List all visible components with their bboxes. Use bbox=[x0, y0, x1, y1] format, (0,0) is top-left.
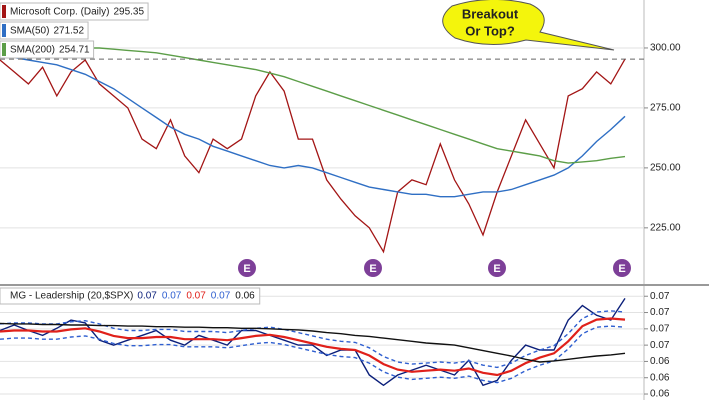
y-tick-label: 250.00 bbox=[650, 163, 681, 174]
y-tick-label: 0.06 bbox=[650, 356, 670, 367]
earnings-marker bbox=[364, 259, 382, 277]
y-tick-label: 0.07 bbox=[650, 340, 670, 351]
legend-value: 254.71 bbox=[59, 45, 90, 56]
earnings-marker bbox=[238, 259, 256, 277]
legend-value: 271.52 bbox=[53, 26, 84, 37]
legend-entry: SMA(50) 271.52 bbox=[0, 21, 89, 40]
series-line bbox=[0, 298, 626, 387]
series-line bbox=[0, 317, 626, 377]
y-tick-label: 225.00 bbox=[650, 222, 681, 233]
y-tick-label: 0.07 bbox=[650, 307, 670, 318]
indicator-readout: 0.07 bbox=[162, 291, 182, 302]
callout-text: Breakout bbox=[462, 6, 519, 21]
earnings-label: E bbox=[618, 263, 625, 275]
series-line bbox=[0, 54, 626, 198]
y-tick-label: 0.07 bbox=[650, 323, 670, 334]
callout: Breakout Or Top? bbox=[442, 0, 615, 51]
series-line bbox=[0, 47, 626, 164]
series-line bbox=[0, 58, 626, 254]
indicator-readout: 0.07 bbox=[137, 291, 157, 302]
earnings-marker bbox=[613, 259, 631, 277]
indicator-readout: 0.07 bbox=[211, 291, 231, 302]
earnings-marker bbox=[488, 259, 506, 277]
series-line bbox=[0, 325, 626, 384]
legend-swatch bbox=[2, 24, 6, 37]
y-tick-label: 275.00 bbox=[650, 103, 681, 114]
legend-label: SMA(50) bbox=[10, 26, 49, 37]
legend-label: SMA(200) bbox=[10, 45, 55, 56]
y-tick-label: 0.06 bbox=[650, 389, 670, 400]
callout-bubble bbox=[442, 0, 615, 51]
legend-value: 295.35 bbox=[113, 7, 144, 18]
earnings-label: E bbox=[369, 263, 376, 275]
y-tick-label: 0.07 bbox=[650, 291, 670, 302]
y-tick-label: 300.00 bbox=[650, 43, 681, 54]
legend-swatch bbox=[2, 5, 6, 18]
series-line bbox=[0, 322, 626, 363]
legend-box bbox=[0, 21, 89, 40]
indicator-readout: 0.07 bbox=[186, 291, 206, 302]
indicator-readout: 0.06 bbox=[235, 291, 255, 302]
indicator-legend: MG - Leadership (20,$SPX) 0.07 0.07 0.07 0.0… bbox=[0, 287, 261, 305]
indicator-title: MG - Leadership (20,$SPX) bbox=[10, 291, 133, 302]
legend-entry: Microsoft Corp. (Daily) 295.35 bbox=[0, 2, 149, 21]
earnings-label: E bbox=[243, 263, 250, 275]
legend-box bbox=[0, 287, 261, 305]
y-tick-label: 0.06 bbox=[650, 372, 670, 383]
legend-box bbox=[0, 40, 95, 59]
legend-label: Microsoft Corp. (Daily) bbox=[10, 7, 109, 18]
earnings-label: E bbox=[493, 263, 500, 275]
legend-entry: SMA(200) 254.71 bbox=[0, 40, 95, 59]
callout-text: Or Top? bbox=[465, 23, 515, 38]
legend-swatch bbox=[2, 43, 6, 56]
legend-box bbox=[0, 2, 149, 21]
